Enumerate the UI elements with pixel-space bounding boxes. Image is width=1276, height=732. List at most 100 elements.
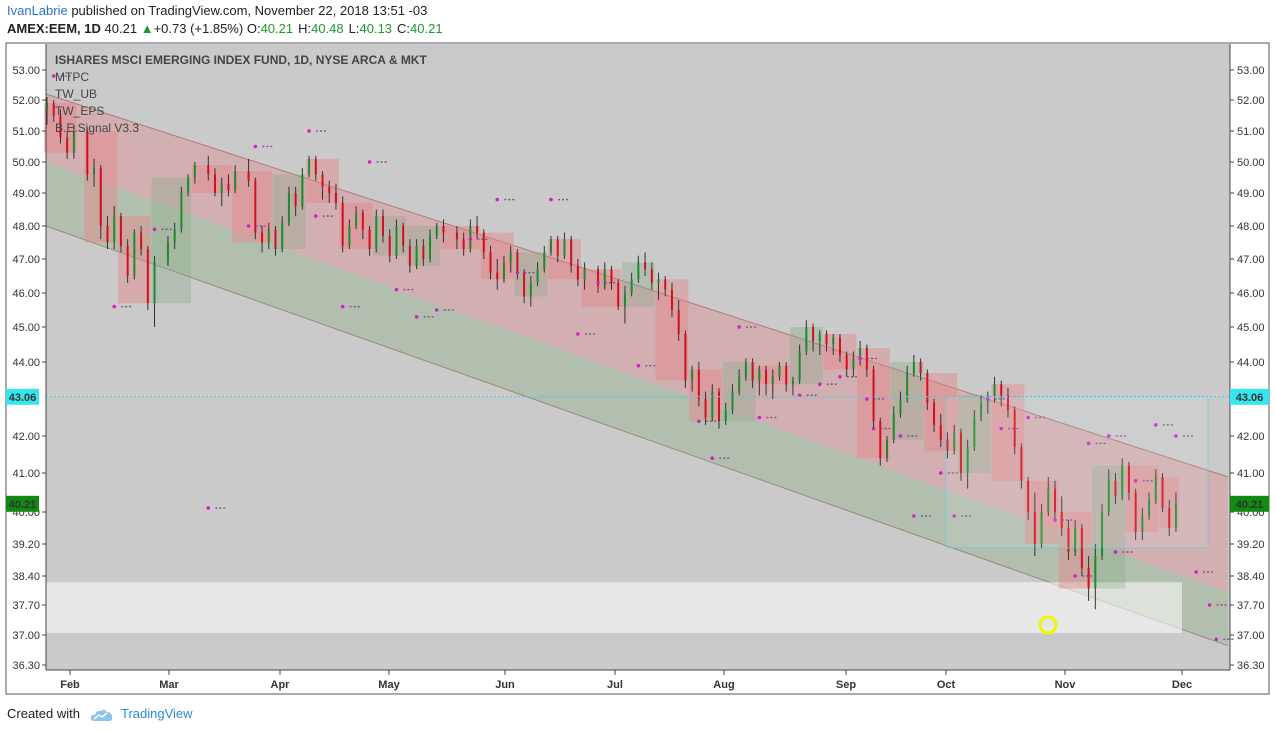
- y-tick-label-left: 47.00: [12, 254, 40, 266]
- footer: Created with TradingView: [7, 706, 193, 722]
- x-tick-label: Dec: [1172, 679, 1192, 691]
- change-value: +0.73 (+1.85%): [153, 21, 244, 36]
- signal-dot: [596, 281, 600, 285]
- signal-dash: [1035, 416, 1038, 419]
- close-label: C:: [397, 21, 411, 36]
- signal-dash: [1142, 480, 1145, 482]
- author-link[interactable]: IvanLabrie: [7, 3, 68, 18]
- candle-body: [805, 327, 808, 352]
- candle-body: [355, 212, 358, 226]
- signal-dash: [1224, 604, 1227, 606]
- candle-body: [1114, 480, 1117, 497]
- signal-dash: [1008, 427, 1011, 430]
- signal-dot: [206, 506, 211, 510]
- signal-dash: [263, 225, 266, 227]
- candle-body: [146, 249, 149, 304]
- signal-dot: [1073, 574, 1077, 578]
- highlight-box: [46, 396, 1230, 549]
- signal-dash: [1016, 427, 1019, 430]
- candle-body: [52, 103, 55, 116]
- signal-dash: [330, 215, 333, 217]
- signal-dash: [1223, 638, 1226, 640]
- tradingview-cloud-icon: [90, 709, 112, 721]
- signal-dash: [262, 145, 265, 148]
- y-tick-label-left: 52.00: [12, 95, 40, 107]
- signal-dash: [951, 472, 954, 474]
- signal-dash: [645, 365, 648, 367]
- y-tick-label-left: 37.70: [12, 600, 40, 612]
- range-box: [440, 226, 481, 250]
- candle-body: [72, 131, 75, 153]
- signal-dash: [881, 398, 884, 400]
- signal-dash: [1012, 427, 1015, 430]
- candle-body: [1094, 556, 1097, 589]
- x-tick-label: Oct: [937, 679, 956, 691]
- signal-dash: [810, 394, 813, 396]
- candle-body: [724, 410, 727, 422]
- candle-body: [415, 245, 418, 266]
- candle-body: [46, 103, 48, 110]
- signal-dash: [871, 357, 874, 360]
- tradingview-link[interactable]: TradingView: [121, 706, 193, 721]
- signal-dash: [64, 75, 67, 77]
- price-chart[interactable]: 53.00 52.00 51.00 50.00 49.00 48.00 47.00 46.00…: [0, 0, 1276, 700]
- candle-body: [462, 239, 465, 250]
- candle-body: [173, 229, 176, 243]
- created-with-text: Created with: [7, 706, 80, 721]
- legend-item-be-signal[interactable]: B.E.Signal V3.3: [55, 121, 139, 135]
- candle-body: [422, 245, 425, 259]
- legend-item-mtpc[interactable]: MTPC: [55, 70, 89, 84]
- candle-body: [838, 337, 841, 355]
- signal-dash: [255, 225, 258, 227]
- signal-dash: [754, 326, 757, 328]
- y-tick-label-left: 45.00: [12, 322, 40, 334]
- candle-body: [489, 252, 492, 273]
- y-tick-label-left: 50.00: [12, 157, 40, 169]
- low-value: 40.13: [359, 21, 393, 36]
- signal-dash: [376, 161, 379, 163]
- candle-body: [845, 355, 848, 370]
- candle-body: [670, 289, 673, 310]
- y-tick-label-right: 50.00: [1237, 157, 1265, 169]
- candle-body: [543, 252, 546, 270]
- candle-body: [758, 369, 761, 381]
- candle-body: [402, 226, 405, 246]
- y-tick-label-right: 41.00: [1237, 468, 1265, 480]
- signal-dash: [1090, 575, 1093, 577]
- price-marker-label: 40.21: [9, 499, 37, 511]
- candle-body: [509, 252, 512, 263]
- signal-dash: [1095, 442, 1098, 445]
- signal-dot: [1174, 434, 1178, 438]
- y-tick-label-right: 38.40: [1237, 571, 1265, 583]
- signal-dot: [340, 304, 345, 309]
- price-marker-bg: [6, 388, 39, 405]
- y-tick-label-right: 49.00: [1237, 188, 1265, 200]
- signal-dash: [68, 75, 71, 77]
- legend-item-tw-eps[interactable]: TW_EPS: [55, 104, 104, 118]
- candle-body: [287, 193, 290, 223]
- legend-item-tw-ub[interactable]: TW_UB: [55, 87, 97, 101]
- legend-title: ISHARES MSCI EMERGING INDEX FUND, 1D, NY…: [55, 53, 427, 67]
- signal-dash: [427, 316, 430, 318]
- candle-body: [361, 212, 364, 230]
- signal-dash: [766, 416, 769, 419]
- y-tick-label-right: 37.00: [1237, 630, 1265, 642]
- signal-dash: [880, 427, 883, 430]
- candle-body: [301, 174, 304, 207]
- signal-dash: [1211, 571, 1214, 573]
- candle-body: [1080, 528, 1083, 568]
- x-axis: Feb Mar Apr May Jun Jul Aug Sep Oct Nov Dec: [60, 670, 1192, 691]
- candle-body: [1141, 516, 1144, 532]
- signal-dot: [414, 315, 419, 319]
- signal-dot: [1086, 441, 1091, 446]
- signal-dash: [1170, 424, 1173, 426]
- candle-body: [576, 265, 579, 280]
- candle-body: [570, 239, 573, 266]
- candle-body: [597, 269, 600, 287]
- signal-dash: [1231, 638, 1234, 640]
- signal-dash: [266, 145, 269, 148]
- signal-dash: [915, 435, 918, 437]
- signal-dash: [965, 515, 968, 517]
- candle-body: [227, 183, 230, 190]
- range-box: [151, 177, 192, 304]
